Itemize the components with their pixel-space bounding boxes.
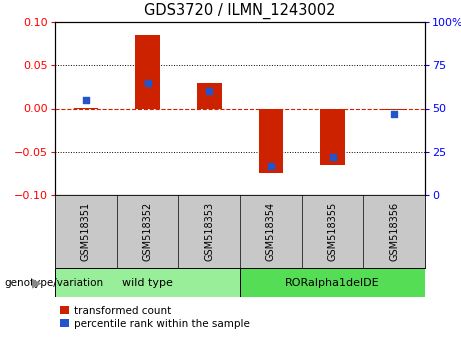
Bar (259, 108, 283, 173)
Bar (320, 108, 345, 165)
Bar (55, 268, 240, 297)
Point (267, 163, 274, 169)
Bar (240, 268, 425, 297)
Text: GSM518351: GSM518351 (81, 202, 91, 261)
Point (329, 154, 336, 160)
Title: GDS3720 / ILMN_1243002: GDS3720 / ILMN_1243002 (144, 3, 336, 19)
Text: GSM518353: GSM518353 (204, 202, 214, 261)
Text: wild type: wild type (122, 278, 173, 287)
Bar (382, 108, 407, 110)
Bar (135, 35, 160, 108)
Point (206, 88, 213, 94)
Text: GSM518356: GSM518356 (389, 202, 399, 261)
Point (144, 80, 151, 85)
Text: GSM518354: GSM518354 (266, 202, 276, 261)
Bar (197, 82, 221, 108)
Text: GSM518355: GSM518355 (327, 202, 337, 261)
Point (390, 111, 398, 116)
Text: ▶: ▶ (32, 276, 41, 289)
Text: RORalpha1delDE: RORalpha1delDE (285, 278, 380, 287)
Text: GSM518352: GSM518352 (142, 202, 153, 261)
Text: genotype/variation: genotype/variation (5, 278, 104, 287)
Point (82, 97, 89, 103)
Legend: transformed count, percentile rank within the sample: transformed count, percentile rank withi… (60, 306, 249, 329)
